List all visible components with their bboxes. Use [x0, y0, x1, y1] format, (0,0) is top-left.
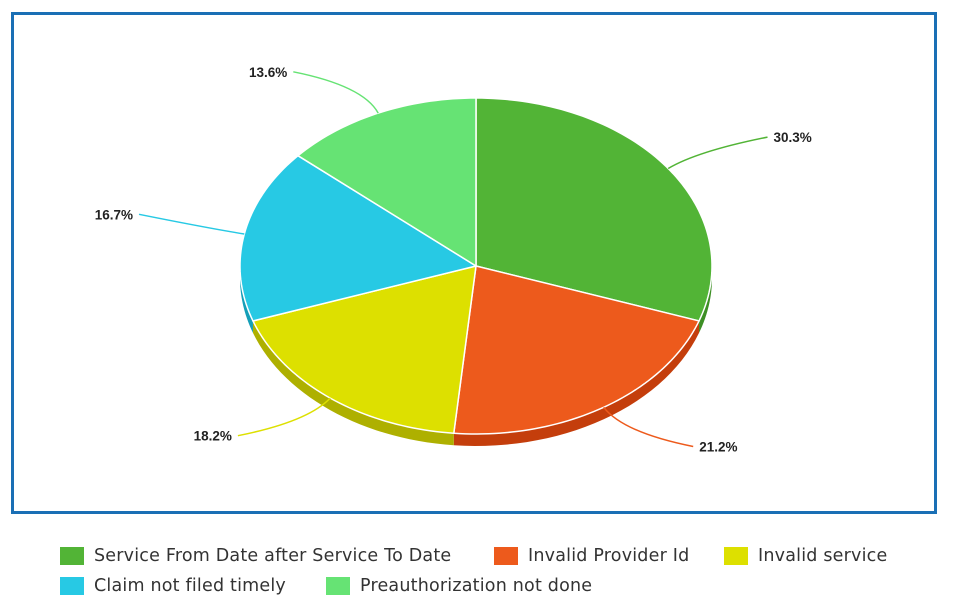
pie-side-claim-not-filed-timely: [240, 266, 253, 333]
legend-label: Preauthorization not done: [360, 576, 593, 596]
pie-side-invalid-provider-id: [453, 320, 700, 446]
pie-side-service-from-date-after-service-to-date: [699, 266, 712, 333]
legend-swatch: [60, 577, 84, 595]
pie-slice-preauthorization-not-done[interactable]: [297, 97, 477, 267]
percentage-labels: 30.3% 21.2% 18.2% 16.7% 13.6%: [95, 65, 812, 455]
pie-side-invalid-service: [252, 320, 454, 446]
legend: Service From Date after Service To Date …: [60, 543, 940, 605]
pie-slice-claim-not-filed-timely[interactable]: [239, 154, 477, 322]
legend-item-preauthorization-not-done[interactable]: Preauthorization not done: [326, 573, 592, 599]
pie-slice-service-from-date-after-service-to-date[interactable]: [475, 97, 713, 322]
legend-label: Invalid Provider Id: [528, 546, 690, 566]
legend-swatch: [60, 547, 84, 565]
legend-swatch: [724, 547, 748, 565]
pie-chart: 30.3% 21.2% 18.2% 16.7% 13.6%: [95, 65, 812, 455]
leader-line-service-from-date-after-service-to-date: [667, 136, 768, 170]
leader-line-claim-not-filed-timely: [138, 213, 245, 235]
pct-label-preauthorization-not-done: 13.6%: [249, 65, 287, 80]
legend-label: Invalid service: [758, 546, 888, 566]
legend-label: Claim not filed timely: [94, 576, 286, 596]
pie-sides: [240, 266, 712, 446]
legend-item-invalid-service[interactable]: Invalid service: [724, 543, 887, 569]
leader-line-invalid-service: [237, 397, 331, 437]
pct-label-invalid-service: 18.2%: [194, 429, 232, 444]
legend-item-claim-not-filed-timely[interactable]: Claim not filed timely: [60, 573, 286, 599]
legend-swatch: [494, 547, 518, 565]
legend-item-service-from-date[interactable]: Service From Date after Service To Date: [60, 543, 451, 569]
legend-swatch: [326, 577, 350, 595]
pct-label-invalid-provider-id: 21.2%: [699, 440, 737, 455]
pct-label-service-from-date-after-service-to-date: 30.3%: [774, 130, 812, 145]
leader-line-preauthorization-not-done: [293, 71, 379, 114]
legend-label: Service From Date after Service To Date: [94, 546, 452, 566]
pct-label-claim-not-filed-timely: 16.7%: [95, 207, 133, 222]
pie-slice-invalid-provider-id[interactable]: [453, 265, 700, 435]
pie-slices: [239, 97, 713, 435]
leader-lines: [138, 71, 768, 448]
leader-line-invalid-provider-id: [603, 406, 694, 448]
legend-item-invalid-provider-id[interactable]: Invalid Provider Id: [494, 543, 689, 569]
